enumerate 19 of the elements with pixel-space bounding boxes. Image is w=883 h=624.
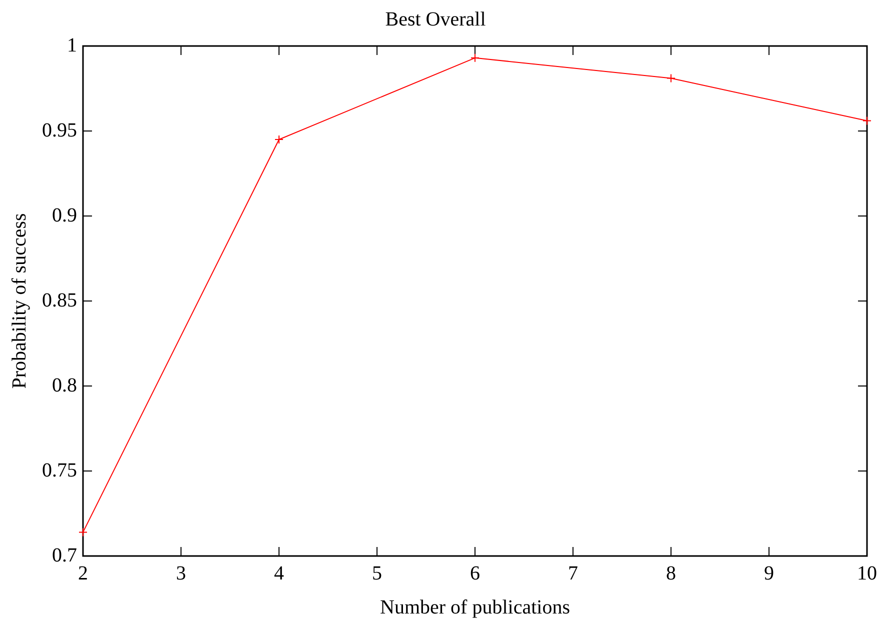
y-tick-label: 0.85 <box>42 289 77 312</box>
x-tick-label: 4 <box>274 562 284 584</box>
x-tick-label: 10 <box>857 562 877 584</box>
x-tick-label: 5 <box>372 562 382 584</box>
chart-title: Best Overall <box>385 8 486 30</box>
x-tick-label: 8 <box>666 562 676 584</box>
x-tick-label: 6 <box>470 562 480 584</box>
x-tick-label: 3 <box>176 562 186 584</box>
y-tick-label: 0.8 <box>52 374 77 396</box>
x-tick-label: 7 <box>568 562 578 584</box>
x-tick-label: 2 <box>78 562 88 584</box>
y-axis-title: Probability of success <box>8 213 30 389</box>
y-tick-label: 0.9 <box>52 204 77 226</box>
y-tick-label: 0.95 <box>42 119 77 142</box>
y-tick-label: 0.75 <box>42 459 77 482</box>
y-tick-label: 1 <box>67 34 77 56</box>
x-tick-label: 9 <box>764 562 774 584</box>
y-tick-label: 0.7 <box>52 544 77 566</box>
x-axis-title: Number of publications <box>380 596 570 618</box>
